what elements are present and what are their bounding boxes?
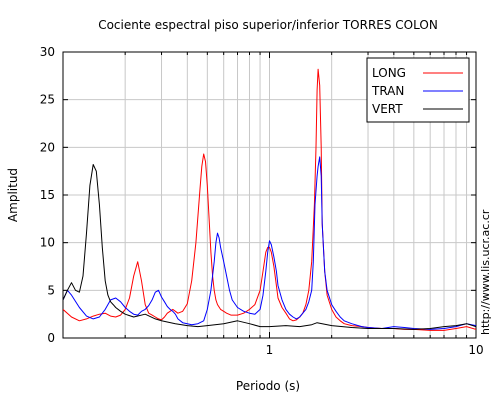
y-tick-label: 5 [47,283,55,297]
y-tick-label: 15 [40,188,55,202]
legend-label: VERT [372,102,403,116]
x-axis-ticks: 1 10 [62,52,484,357]
y-tick-label: 30 [40,45,55,59]
legend-box [366,57,470,123]
y-tick-label: 20 [40,140,55,154]
chart-title: Cociente espectral piso superior/inferio… [98,18,438,32]
y-axis-ticks: 0 5 10 15 20 25 30 [40,45,476,345]
x-tick-label: 1 [266,343,274,357]
series-lines [63,68,476,331]
y-axis-label: Amplitud [6,168,20,222]
legend-label: LONG [372,66,406,80]
legend-label: TRAN [371,84,404,98]
series-line-long [63,68,476,331]
x-tick-label: 10 [468,343,483,357]
x-axis-label: Periodo (s) [236,379,300,393]
y-tick-label: 25 [40,93,55,107]
y-tick-label: 0 [47,331,55,345]
series-line-tran [63,156,476,330]
legend: LONG TRAN VERT [366,57,470,123]
series-line-vert [63,164,476,330]
website-watermark: http://www.lis.ucr.ac.cr [479,209,492,335]
y-tick-label: 10 [40,236,55,250]
